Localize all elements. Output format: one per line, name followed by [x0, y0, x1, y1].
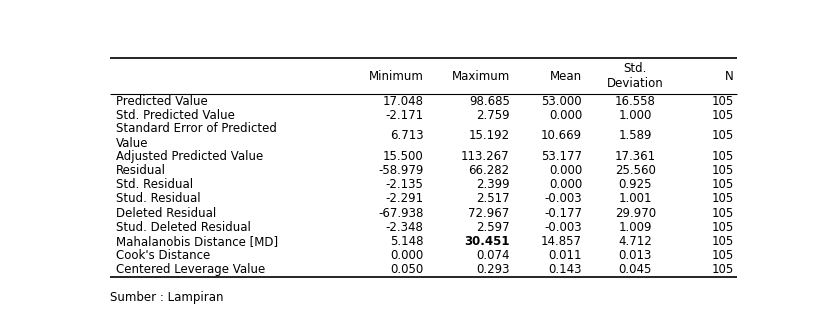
Text: Mean: Mean: [550, 70, 582, 83]
Text: 2.759: 2.759: [476, 109, 510, 122]
Text: 0.011: 0.011: [548, 249, 582, 262]
Text: 25.560: 25.560: [615, 164, 656, 177]
Text: 0.293: 0.293: [477, 263, 510, 277]
Text: Stud. Deleted Residual: Stud. Deleted Residual: [116, 221, 251, 234]
Text: -2.135: -2.135: [386, 178, 424, 191]
Text: 113.267: 113.267: [461, 150, 510, 163]
Text: -0.177: -0.177: [544, 207, 582, 219]
Text: Deleted Residual: Deleted Residual: [116, 207, 216, 219]
Text: Adjusted Predicted Value: Adjusted Predicted Value: [116, 150, 263, 163]
Text: 72.967: 72.967: [468, 207, 510, 219]
Text: 66.282: 66.282: [468, 164, 510, 177]
Text: 105: 105: [711, 192, 733, 205]
Text: Std. Residual: Std. Residual: [116, 178, 193, 191]
Text: 105: 105: [711, 263, 733, 277]
Text: Residual: Residual: [116, 164, 166, 177]
Text: 0.045: 0.045: [619, 263, 652, 277]
Text: 0.000: 0.000: [391, 249, 424, 262]
Text: 0.143: 0.143: [548, 263, 582, 277]
Text: -2.171: -2.171: [386, 109, 424, 122]
Text: 105: 105: [711, 221, 733, 234]
Text: -0.003: -0.003: [544, 192, 582, 205]
Text: 10.669: 10.669: [541, 129, 582, 142]
Text: 0.000: 0.000: [549, 109, 582, 122]
Text: 105: 105: [711, 150, 733, 163]
Text: 1.589: 1.589: [619, 129, 652, 142]
Text: Sumber : Lampiran: Sumber : Lampiran: [110, 291, 223, 304]
Text: 2.399: 2.399: [476, 178, 510, 191]
Text: 1.009: 1.009: [619, 221, 652, 234]
Text: 17.361: 17.361: [615, 150, 656, 163]
Text: -67.938: -67.938: [378, 207, 424, 219]
Text: 30.451: 30.451: [464, 235, 510, 248]
Text: Std. Predicted Value: Std. Predicted Value: [116, 109, 235, 122]
Text: 105: 105: [711, 95, 733, 108]
Text: 5.148: 5.148: [390, 235, 424, 248]
Text: 15.500: 15.500: [382, 150, 424, 163]
Text: Maximum: Maximum: [452, 70, 510, 83]
Text: 1.000: 1.000: [619, 109, 652, 122]
Text: 15.192: 15.192: [468, 129, 510, 142]
Text: 14.857: 14.857: [541, 235, 582, 248]
Text: Standard Error of Predicted
Value: Standard Error of Predicted Value: [116, 122, 277, 150]
Text: -58.979: -58.979: [378, 164, 424, 177]
Text: 17.048: 17.048: [382, 95, 424, 108]
Text: 0.000: 0.000: [549, 178, 582, 191]
Text: 105: 105: [711, 164, 733, 177]
Text: 105: 105: [711, 249, 733, 262]
Text: 53.177: 53.177: [541, 150, 582, 163]
Text: 0.000: 0.000: [549, 164, 582, 177]
Text: Predicted Value: Predicted Value: [116, 95, 208, 108]
Text: 105: 105: [711, 129, 733, 142]
Text: 0.013: 0.013: [619, 249, 652, 262]
Text: 4.712: 4.712: [619, 235, 653, 248]
Text: Mahalanobis Distance [MD]: Mahalanobis Distance [MD]: [116, 235, 278, 248]
Text: 105: 105: [711, 235, 733, 248]
Text: 53.000: 53.000: [542, 95, 582, 108]
Text: 105: 105: [711, 207, 733, 219]
Text: Std.
Deviation: Std. Deviation: [607, 62, 663, 90]
Text: 1.001: 1.001: [619, 192, 652, 205]
Text: 0.074: 0.074: [477, 249, 510, 262]
Text: 29.970: 29.970: [615, 207, 656, 219]
Text: Cook's Distance: Cook's Distance: [116, 249, 211, 262]
Text: 2.597: 2.597: [476, 221, 510, 234]
Text: 0.050: 0.050: [391, 263, 424, 277]
Text: -0.003: -0.003: [544, 221, 582, 234]
Text: Centered Leverage Value: Centered Leverage Value: [116, 263, 265, 277]
Text: 105: 105: [711, 178, 733, 191]
Text: 105: 105: [711, 109, 733, 122]
Text: Minimum: Minimum: [368, 70, 424, 83]
Text: N: N: [725, 70, 733, 83]
Text: -2.291: -2.291: [386, 192, 424, 205]
Text: 0.925: 0.925: [619, 178, 652, 191]
Text: 2.517: 2.517: [476, 192, 510, 205]
Text: Stud. Residual: Stud. Residual: [116, 192, 201, 205]
Text: -2.348: -2.348: [386, 221, 424, 234]
Text: 16.558: 16.558: [615, 95, 656, 108]
Text: 6.713: 6.713: [390, 129, 424, 142]
Text: 98.685: 98.685: [469, 95, 510, 108]
